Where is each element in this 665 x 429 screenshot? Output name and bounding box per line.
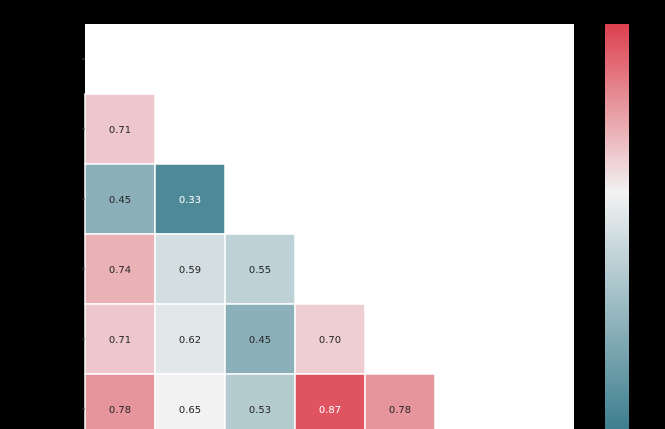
cell-value-label: 0.87 [319, 405, 341, 416]
heatmap-cell [294, 373, 366, 429]
heatmap-cell [84, 93, 156, 165]
y-axis-ticks [82, 58, 85, 410]
heatmap-cells: 0.71 0.45 0.33 0.74 0.59 0.55 0.71 0.62 0.45 0.70… [84, 93, 436, 429]
cell-value-label: 0.74 [109, 265, 131, 276]
cell-value-label: 0.78 [389, 405, 411, 416]
heatmap-cell [84, 373, 156, 429]
cell-value-label: 0.53 [249, 405, 271, 416]
cell-value-label: 0.45 [109, 195, 131, 206]
colorbar [605, 24, 629, 429]
cell-value-label: 0.71 [109, 335, 131, 346]
heatmap-cell [154, 373, 226, 429]
cell-value-label: 0.78 [109, 405, 131, 416]
cell-value-label: 0.33 [179, 195, 201, 206]
heatmap-cell [224, 373, 296, 429]
heatmap-cell [364, 373, 436, 429]
heatmap-cell [294, 303, 366, 375]
cell-value-label: 0.55 [249, 265, 271, 276]
cell-value-label: 0.70 [319, 335, 341, 346]
cell-value-label: 0.71 [109, 125, 131, 136]
heatmap-cell [84, 303, 156, 375]
cell-value-label: 0.62 [179, 335, 201, 346]
heatmap-cell [154, 233, 226, 305]
cell-value-label: 0.59 [179, 265, 201, 276]
heatmap-cell [154, 303, 226, 375]
cell-value-label: 0.45 [249, 335, 271, 346]
cell-value-label: 0.65 [179, 405, 201, 416]
